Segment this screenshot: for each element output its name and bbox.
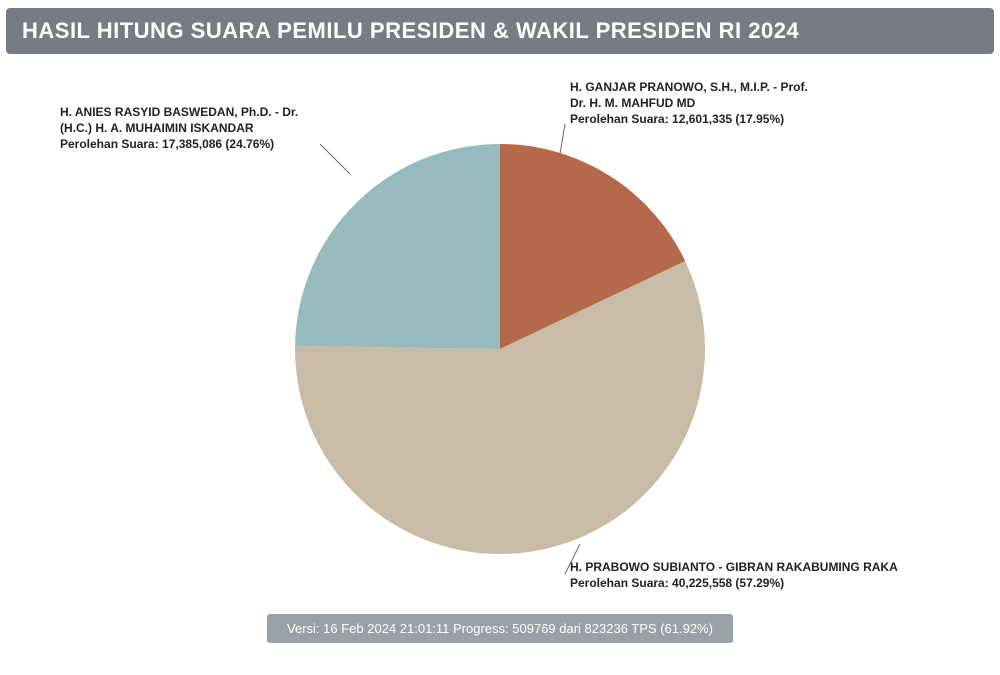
footer: Versi: 16 Feb 2024 21:01:11 Progress: 50… xyxy=(0,614,1000,643)
pie-slice-anies xyxy=(295,144,500,349)
slice-label-anies: H. ANIES RASYID BASWEDAN, Ph.D. - Dr. (H… xyxy=(60,104,320,153)
vote-count: Perolehan Suara: 40,225,558 (57.29%) xyxy=(570,575,920,591)
candidate-name: H. PRABOWO SUBIANTO - GIBRAN RAKABUMING … xyxy=(570,559,920,575)
slice-label-ganjar: H. GANJAR PRANOWO, S.H., M.I.P. - Prof. … xyxy=(570,79,830,128)
running-mate-name: (H.C.) H. A. MUHAIMIN ISKANDAR xyxy=(60,120,320,136)
version-progress-badge: Versi: 16 Feb 2024 21:01:11 Progress: 50… xyxy=(267,614,733,643)
running-mate-name: Dr. H. M. MAHFUD MD xyxy=(570,95,830,111)
candidate-name: H. ANIES RASYID BASWEDAN, Ph.D. - Dr. xyxy=(60,104,320,120)
slice-label-prabowo: H. PRABOWO SUBIANTO - GIBRAN RAKABUMING … xyxy=(570,559,920,591)
page-title: HASIL HITUNG SUARA PEMILU PRESIDEN & WAK… xyxy=(6,8,994,54)
pie-chart xyxy=(295,119,705,579)
candidate-name: H. GANJAR PRANOWO, S.H., M.I.P. - Prof. xyxy=(570,79,830,95)
vote-count: Perolehan Suara: 12,601,335 (17.95%) xyxy=(570,111,830,127)
pie-chart-area: H. GANJAR PRANOWO, S.H., M.I.P. - Prof. … xyxy=(0,54,1000,614)
vote-count: Perolehan Suara: 17,385,086 (24.76%) xyxy=(60,136,320,152)
